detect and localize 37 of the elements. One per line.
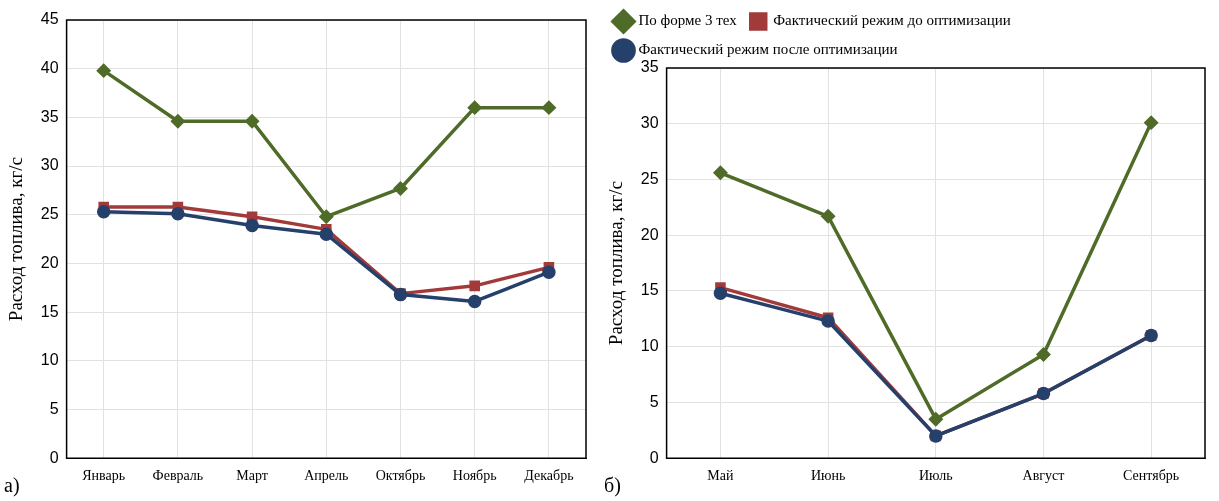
y-tick-label: 10	[40, 351, 59, 369]
x-tick-label: Август	[1022, 468, 1065, 484]
y-tick-label: 20	[640, 225, 659, 243]
x-tick-label: Май	[707, 468, 735, 484]
y-tick-label: 30	[40, 156, 59, 174]
y-tick-label: 15	[40, 302, 59, 320]
x-tick-label: Январь	[82, 468, 126, 484]
legend-label: Фактический режим до оптимизации	[773, 12, 1011, 29]
x-tick-label: Декабрь	[524, 468, 574, 484]
y-tick-label: 20	[40, 253, 59, 271]
x-tick-label: Февраль	[152, 468, 204, 484]
text: а)	[4, 474, 20, 498]
legend-label: Фактический режим после оптимизации	[638, 41, 898, 58]
y-tick-label: 5	[49, 399, 59, 417]
x-tick-label: Сентябрь	[1123, 468, 1180, 484]
text: б)	[604, 474, 621, 498]
x-tick-label: Март	[236, 468, 268, 484]
y-tick-label: 15	[640, 281, 659, 299]
y-tick-label: 40	[40, 59, 59, 77]
y-tick-label: 0	[49, 448, 59, 466]
y-tick-label: 45	[40, 10, 59, 28]
y-tick-label: 0	[649, 448, 659, 466]
x-tick-label: Июнь	[810, 468, 846, 484]
y-tick-label: 35	[40, 107, 59, 125]
y-tick-label: 5	[649, 392, 659, 410]
legend-label: По форме 3 тех	[638, 12, 738, 29]
y-tick-label: 35	[640, 58, 659, 76]
y-axis-title: Расход топлива, кг/с	[5, 157, 27, 322]
y-tick-label: 30	[640, 114, 659, 132]
y-axis-title: Расход топлива, кг/с	[605, 181, 627, 346]
y-tick-label: 25	[40, 205, 59, 223]
y-tick-label: 25	[640, 169, 659, 187]
x-tick-label: Ноябрь	[452, 468, 497, 484]
x-tick-label: Июль	[919, 468, 953, 484]
x-tick-label: Октябрь	[375, 468, 426, 484]
y-tick-label: 10	[640, 337, 659, 355]
x-tick-label: Апрель	[304, 468, 349, 484]
